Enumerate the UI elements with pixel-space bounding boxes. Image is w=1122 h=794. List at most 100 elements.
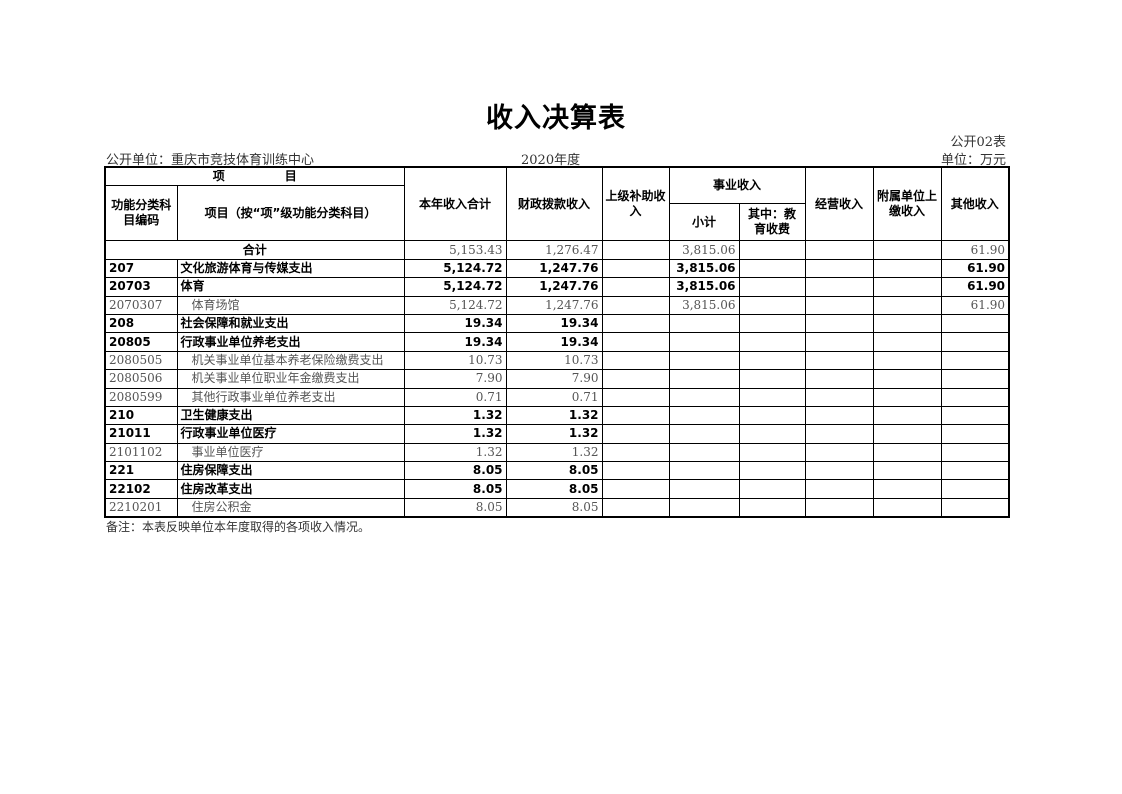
cell-code: 2080505 [104, 350, 178, 371]
cell-fiscal: 1,247.76 [505, 295, 603, 315]
cell-subtotal [668, 461, 740, 481]
cell-total: 1.32 [403, 405, 507, 426]
cell-edu [738, 240, 806, 260]
cell-fiscal: 1,247.76 [505, 258, 603, 279]
cell-name: 住房保障支出 [176, 461, 405, 481]
cell-subtotal [668, 387, 740, 407]
cell-edu [738, 369, 806, 389]
cell-edu [738, 313, 806, 334]
cell-superior [601, 405, 670, 426]
total-label: 合计 [104, 240, 405, 260]
cell-fiscal: 8.05 [505, 461, 603, 481]
cell-other: 61.90 [940, 240, 1010, 260]
cell-other [940, 461, 1010, 481]
table-row: 208 社会保障和就业支出 19.34 19.34 [104, 313, 1010, 334]
cell-superior [601, 497, 670, 518]
cell-total: 8.05 [403, 479, 507, 499]
cell-affiliated [872, 369, 942, 389]
cell-edu [738, 461, 806, 481]
cell-name: 卫生健康支出 [176, 405, 405, 426]
cell-other [940, 405, 1010, 426]
header-other: 其他收入 [940, 166, 1010, 242]
cell-other [940, 442, 1010, 463]
cell-affiliated [872, 405, 942, 426]
cell-subtotal: 3,815.06 [668, 258, 740, 279]
footnote: 备注：本表反映单位本年度取得的各项收入情况。 [106, 520, 371, 534]
cell-operating [804, 461, 874, 481]
cell-other [940, 332, 1010, 352]
cell-subtotal [668, 497, 740, 518]
cell-affiliated [872, 461, 942, 481]
header-total: 本年收入合计 [403, 166, 507, 242]
table-row: 2070307 体育场馆 5,124.72 1,247.76 3,815.06 61.90 [104, 295, 1010, 315]
cell-total: 19.34 [403, 313, 507, 334]
cell-superior [601, 332, 670, 352]
header-edu: 其中：教育收费 [738, 203, 806, 242]
header-item: 项 目 [104, 166, 405, 187]
cell-affiliated [872, 295, 942, 315]
cell-operating [804, 277, 874, 297]
cell-edu [738, 258, 806, 279]
table-row: 2080599 其他行政事业单位养老支出 0.71 0.71 [104, 387, 1010, 407]
cell-fiscal: 1,247.76 [505, 277, 603, 297]
cell-total: 1.32 [403, 424, 507, 444]
cell-subtotal: 3,815.06 [668, 277, 740, 297]
cell-name: 社会保障和就业支出 [176, 313, 405, 334]
cell-name: 体育场馆 [176, 295, 405, 315]
header-operating: 经营收入 [804, 166, 874, 242]
cell-name: 事业单位医疗 [176, 442, 405, 463]
cell-operating [804, 369, 874, 389]
cell-subtotal [668, 424, 740, 444]
currency-unit: 单位：万元 [940, 153, 1006, 168]
table-row: 22102 住房改革支出 8.05 8.05 [104, 479, 1010, 499]
cell-operating [804, 295, 874, 315]
cell-affiliated [872, 258, 942, 279]
cell-affiliated [872, 313, 942, 334]
cell-code: 210 [104, 405, 178, 426]
cell-total: 10.73 [403, 350, 507, 371]
cell-other [940, 479, 1010, 499]
cell-edu [738, 424, 806, 444]
cell-superior [601, 424, 670, 444]
cell-superior [601, 369, 670, 389]
cell-operating [804, 479, 874, 499]
cell-subtotal [668, 332, 740, 352]
header-code: 功能分类科目编码 [104, 185, 178, 242]
cell-name: 住房改革支出 [176, 479, 405, 499]
cell-name: 行政事业单位养老支出 [176, 332, 405, 352]
cell-total: 7.90 [403, 369, 507, 389]
table-row: 207 文化旅游体育与传媒支出 5,124.72 1,247.76 3,815.06 61… [104, 258, 1010, 279]
table-row: 20805 行政事业单位养老支出 19.34 19.34 [104, 332, 1010, 352]
cell-edu [738, 295, 806, 315]
cell-fiscal: 1,276.47 [505, 240, 603, 260]
cell-superior [601, 277, 670, 297]
cell-affiliated [872, 240, 942, 260]
cell-code: 2080506 [104, 369, 178, 389]
cell-total: 5,124.72 [403, 258, 507, 279]
cell-subtotal: 3,815.06 [668, 240, 740, 260]
fiscal-year: 2020年度 [521, 153, 581, 168]
cell-affiliated [872, 442, 942, 463]
cell-fiscal: 8.05 [505, 497, 603, 518]
page-title: 收入决算表 [486, 103, 626, 134]
cell-name: 住房公积金 [176, 497, 405, 518]
cell-edu [738, 479, 806, 499]
income-table: 项 目 本年收入合计 财政拨款收入 上级补助收入 事业收入 经营收入 附属单位上… [104, 166, 1011, 519]
cell-name: 行政事业单位医疗 [176, 424, 405, 444]
cell-edu [738, 387, 806, 407]
cell-superior [601, 313, 670, 334]
cell-operating [804, 258, 874, 279]
cell-superior [601, 387, 670, 407]
cell-total: 19.34 [403, 332, 507, 352]
cell-edu [738, 277, 806, 297]
cell-code: 21011 [104, 424, 178, 444]
header-fiscal: 财政拨款收入 [505, 166, 603, 242]
cell-superior [601, 442, 670, 463]
cell-affiliated [872, 479, 942, 499]
cell-operating [804, 442, 874, 463]
cell-subtotal [668, 405, 740, 426]
cell-name: 其他行政事业单位养老支出 [176, 387, 405, 407]
table-row: 221 住房保障支出 8.05 8.05 [104, 461, 1010, 481]
cell-total: 5,153.43 [403, 240, 507, 260]
cell-affiliated [872, 277, 942, 297]
